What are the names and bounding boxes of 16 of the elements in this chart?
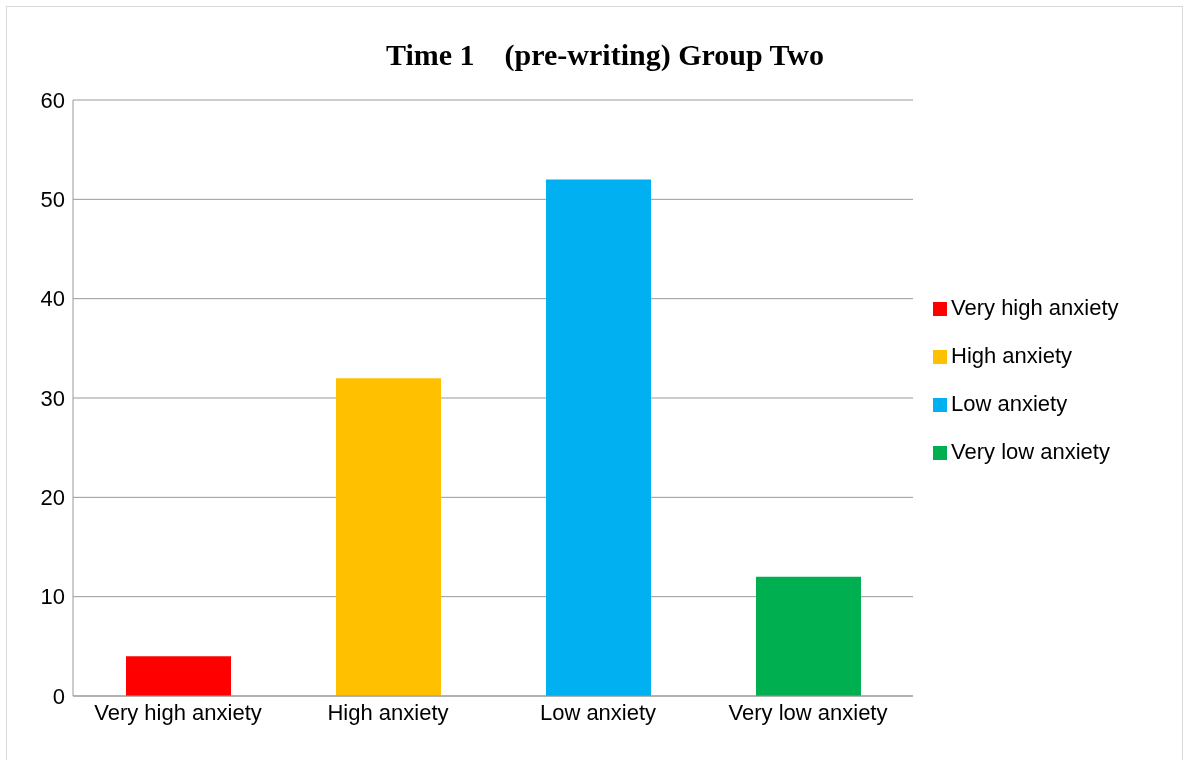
chart-title: Time 1 (pre-writing) Group Two xyxy=(384,38,826,72)
y-tick-label: 20 xyxy=(40,485,65,511)
y-tick-label: 10 xyxy=(40,584,65,610)
x-tick-label: Very low anxiety xyxy=(728,699,888,725)
y-tick-label: 40 xyxy=(40,286,65,312)
x-tick-label: Very high anxiety xyxy=(94,699,262,725)
y-tick-label: 60 xyxy=(40,87,65,113)
legend-label: High anxiety xyxy=(951,343,1073,368)
y-tick-label: 50 xyxy=(40,187,65,213)
y-tick-label: 30 xyxy=(40,385,65,411)
x-tick-label: Low anxiety xyxy=(539,699,657,725)
y-tick-label: 0 xyxy=(52,683,65,709)
legend-label: Very low anxiety xyxy=(951,439,1110,464)
legend-label: Very high anxiety xyxy=(951,295,1119,320)
legend-label: Low anxiety xyxy=(951,391,1068,416)
x-tick-label: High anxiety xyxy=(327,699,449,725)
